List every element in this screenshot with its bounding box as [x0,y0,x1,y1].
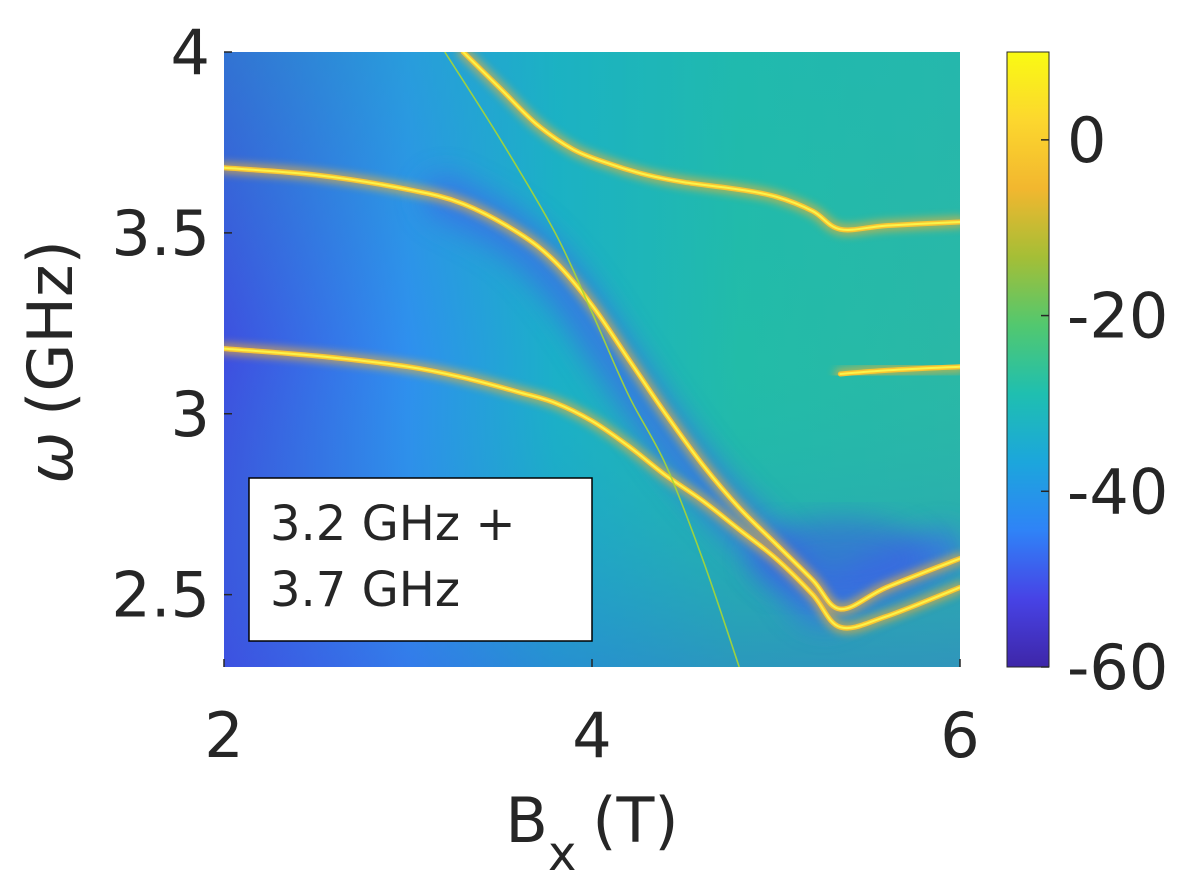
svg-text:ω(GHz): ω (GHz) [14,240,87,484]
series-line [444,52,740,667]
y-axis-ticks: 2.5 3 3.5 4 [111,16,232,632]
y-axis-label-symbol: ω [14,432,87,484]
y-tick-label: 3.5 [111,197,210,270]
y-axis-label: ω (GHz) [14,240,87,484]
annotation-frame [248,477,593,642]
x-axis-ticks: 2 4 6 [204,659,980,772]
colorbar-tick-label: 0 [1067,104,1106,177]
colorbar-tick-label: -60 [1067,631,1168,704]
annotation-box: 3.2 GHz + 3.7 GHz [248,477,593,642]
mode-lines [224,52,960,667]
y-axis-label-unit: (GHz) [14,240,87,416]
svg-text:Bx(T): Bx (T) [505,784,678,882]
colorbar-scale [1006,51,1050,668]
x-tick-label: 6 [940,699,979,772]
x-axis-label-unit: (T) [592,784,678,857]
colorbar-tick-label: -20 [1067,280,1168,353]
x-axis-label: Bx (T) [505,784,678,882]
colorbar-ticks: 0 -20 -40 -60 [1041,104,1168,704]
y-tick-label: 4 [171,16,210,89]
series-core [224,347,960,630]
series-core [462,52,960,231]
series-upper-plateau [834,360,960,380]
series-thin-spin-resonance [444,52,740,667]
annotation-line-1: 3.2 GHz + [270,496,516,552]
y-tick-label: 2.5 [111,559,210,632]
series-lower-hybrid-mode [224,342,960,635]
annotation-line-2: 3.7 GHz [270,562,460,618]
x-tick-label: 2 [204,699,243,772]
colorbar-tick-label: -40 [1067,455,1168,528]
series-core [839,365,960,375]
x-tick-label: 4 [572,699,611,772]
series-upper-hybrid-mode [457,52,960,236]
x-axis-label-symbol: B [505,784,548,857]
series-middle-hybrid-mode [224,161,960,616]
colorbar: 0 -20 -40 -60 [1006,51,1168,704]
y-tick-label: 3 [171,378,210,451]
x-axis-label-subscript: x [548,826,576,882]
heatmap-area [224,52,960,667]
series-core [224,166,960,611]
